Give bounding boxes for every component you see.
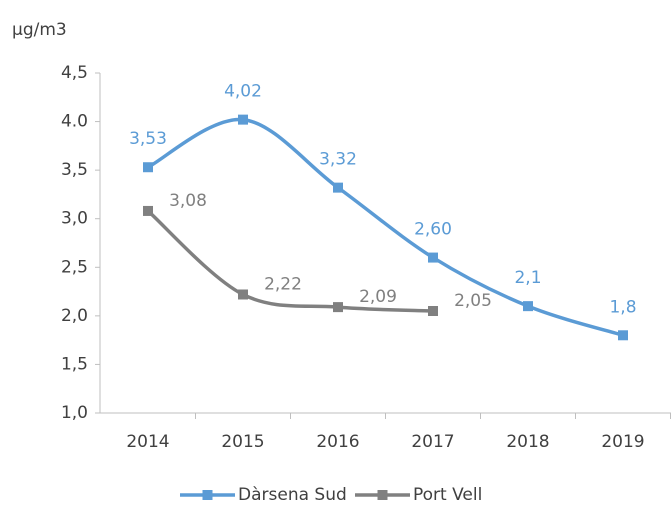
point-marker xyxy=(618,330,628,341)
point-marker xyxy=(143,205,153,216)
y-tick-label: 3,5 xyxy=(61,160,88,180)
x-tick-label: 2018 xyxy=(506,432,549,452)
data-label: 2,60 xyxy=(414,220,452,240)
point-marker xyxy=(238,289,248,300)
x-tick-label: 2015 xyxy=(221,432,264,452)
data-label: 2,1 xyxy=(514,268,541,288)
data-label: 2,05 xyxy=(454,291,492,311)
y-tick-label: 4.0 xyxy=(61,112,88,132)
point-marker xyxy=(333,182,343,193)
point-marker xyxy=(238,114,248,125)
data-label: 3,53 xyxy=(129,129,167,149)
legend-marker xyxy=(202,490,213,500)
x-tick-label: 2016 xyxy=(316,432,359,452)
point-marker xyxy=(143,162,153,173)
y-tick-label: 1,5 xyxy=(61,354,88,374)
x-tick-label: 2017 xyxy=(411,432,454,452)
legend-label: Port Vell xyxy=(413,485,482,505)
y-tick-label: 1,0 xyxy=(61,403,88,423)
data-label: 1,8 xyxy=(609,297,636,317)
data-label: 2,09 xyxy=(359,287,397,307)
point-marker xyxy=(428,252,438,263)
x-tick-label: 2014 xyxy=(126,432,169,452)
data-label: 2,22 xyxy=(264,274,302,294)
y-tick-label: 2,5 xyxy=(61,257,88,277)
point-marker xyxy=(428,306,438,316)
y-tick-label: 2,0 xyxy=(61,306,88,326)
legend-label: Dàrsena Sud xyxy=(238,485,347,505)
point-marker xyxy=(333,302,343,313)
y-axis-label: μg/m3 xyxy=(12,20,67,40)
data-label: 3,08 xyxy=(169,191,207,211)
x-tick-label: 2019 xyxy=(601,432,644,452)
y-tick-label: 4,5 xyxy=(61,63,88,83)
data-label: 4,02 xyxy=(224,82,262,102)
y-tick-label: 3,0 xyxy=(61,209,88,229)
series-line xyxy=(146,209,434,313)
data-label: 3,32 xyxy=(319,150,357,170)
legend-marker xyxy=(377,490,388,500)
point-marker xyxy=(523,301,533,312)
